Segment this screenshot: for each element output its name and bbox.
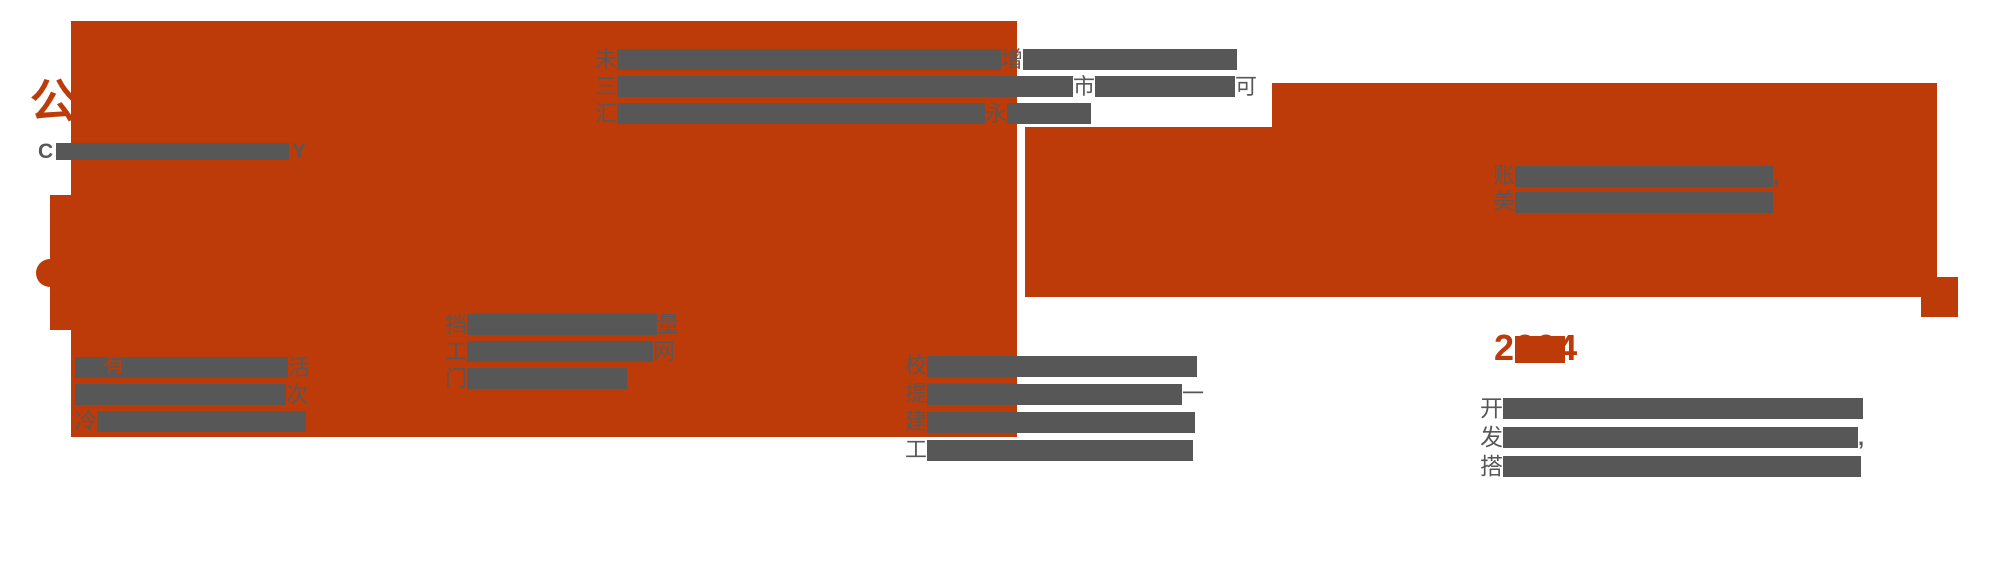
line-end-char: 活 <box>288 354 311 380</box>
line-start-char: 提 <box>905 381 928 406</box>
text-redaction-bar <box>75 357 288 378</box>
paragraph-line: 汇 永 <box>595 100 1257 127</box>
text-redaction-bar <box>467 314 658 335</box>
text-redaction-bar <box>927 355 1198 377</box>
right-image-placeholder-lower-left <box>1025 127 1272 297</box>
paragraph-line: 三 市 可 <box>595 73 1257 100</box>
paragraph-line: 校 <box>905 352 1204 380</box>
text-redaction-bar <box>97 411 307 432</box>
line-start-char: 未 <box>595 46 618 72</box>
line-end-char: 网 <box>653 338 676 364</box>
paragraph-bottom-right: 开 发 , 搭 <box>1480 394 1864 481</box>
text-redaction-bar <box>1095 76 1236 97</box>
text-redaction-bar <box>1515 191 1774 213</box>
line-start-char: 三 <box>595 73 618 99</box>
line-end-comma: , <box>1858 424 1865 450</box>
paragraph-line: 发 , <box>1480 423 1864 452</box>
paragraph-top: 未 增 三 市 可 汇 永 <box>595 46 1257 127</box>
section-subtitle-en: C Y <box>38 140 306 162</box>
text-redaction-bar <box>617 76 1074 97</box>
paragraph-bottom-left: 活 次 冷 <box>75 354 310 435</box>
paragraph-line: 工 网 <box>445 338 679 365</box>
paragraph-line: 建 <box>905 408 1204 436</box>
line-start-char: 校 <box>905 353 928 378</box>
paragraph-line: 冷 <box>75 408 310 435</box>
line-start-char: 美 <box>1493 189 1516 214</box>
line-end-comma: , <box>1773 163 1780 188</box>
text-redaction-bar <box>1503 398 1863 419</box>
year-redaction-bar <box>1515 336 1565 363</box>
subtitle-last-letter: Y <box>292 139 307 163</box>
right-corner-tab-decoration <box>1921 277 1958 317</box>
paragraph-line: 门 <box>445 365 679 392</box>
section-title-cn: 公 <box>30 75 76 127</box>
line-mid-char: 永 <box>985 100 1008 126</box>
bottom-left-orange-fragment: 有 <box>103 352 126 377</box>
text-redaction-bar <box>1023 49 1238 70</box>
text-redaction-bar <box>1515 165 1774 187</box>
line-start-char: 搭 <box>1480 453 1503 479</box>
line-start-char: 冷 <box>75 408 98 434</box>
text-redaction-bar <box>927 383 1183 405</box>
line-start-char: 开 <box>1480 395 1503 421</box>
text-redaction-bar <box>927 411 1196 433</box>
paragraph-line: 未 增 <box>595 46 1257 73</box>
line-start-char: 账 <box>1493 163 1516 188</box>
subtitle-first-letter: C <box>38 139 54 163</box>
text-redaction-bar <box>75 384 286 405</box>
paragraph-line: 美 <box>1493 189 1779 215</box>
paragraph-on-orange-right: 账 , 美 <box>1493 163 1779 215</box>
line-start-char: 发 <box>1480 424 1503 450</box>
paragraph-line: 工 <box>905 436 1204 464</box>
paragraph-mid-bottom: 校 提 一 建 工 <box>905 352 1204 464</box>
line-end-char: 可 <box>1235 73 1258 99</box>
line-start-char: 汇 <box>595 100 618 126</box>
paragraph-line: 活 <box>75 354 310 381</box>
paragraph-line: 搭 <box>1480 452 1864 481</box>
line-mid-char: 增 <box>1001 46 1024 72</box>
line-start-char: 门 <box>445 365 468 391</box>
paragraph-line: 挡 量 <box>445 311 679 338</box>
text-redaction-bar <box>467 341 654 362</box>
paragraph-line: 次 <box>75 381 310 408</box>
line-end-char: 次 <box>286 381 309 407</box>
text-redaction-bar <box>927 439 1194 461</box>
text-redaction-bar <box>617 103 986 124</box>
text-redaction-bar <box>1007 103 1092 124</box>
text-redaction-bar <box>467 368 628 389</box>
line-end-char: 量 <box>657 311 680 337</box>
subtitle-redaction-bar <box>56 142 290 160</box>
line-start-char: 建 <box>905 409 928 434</box>
paragraph-line: 账 , <box>1493 163 1779 189</box>
paragraph-mid-left: 挡 量 工 网 门 <box>445 311 679 392</box>
line-end-char: 一 <box>1182 381 1205 406</box>
paragraph-line: 开 <box>1480 394 1864 423</box>
line-start-char: 挡 <box>445 311 468 337</box>
text-redaction-bar <box>1503 456 1861 477</box>
line-mid-char: 市 <box>1073 73 1096 99</box>
right-image-placeholder-main <box>1272 83 1937 297</box>
line-start-char: 工 <box>905 437 928 462</box>
text-redaction-bar <box>1503 427 1858 448</box>
text-redaction-bar <box>617 49 1002 70</box>
paragraph-line: 提 一 <box>905 380 1204 408</box>
line-start-char: 工 <box>445 338 468 364</box>
